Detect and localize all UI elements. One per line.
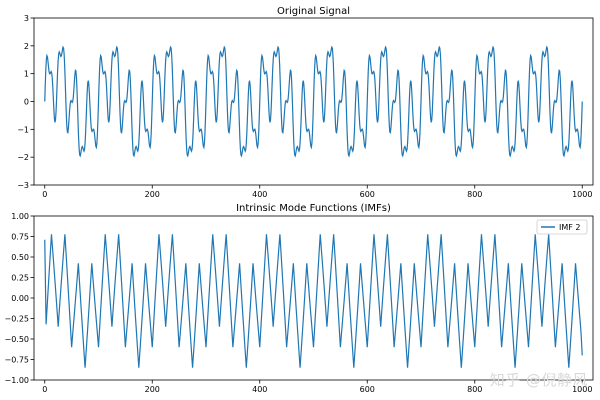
y-tick-label: 1 [24,70,29,79]
imf-2-line [44,234,583,368]
imf-axes: Intrinsic Mode Functions (IMFs) 0 200 400 6… [4,203,594,394]
y-tick-label: −3 [17,181,29,190]
legend-label: IMF 2 [559,223,581,232]
original-signal-line [44,45,583,158]
imf-title: Intrinsic Mode Functions (IMFs) [236,203,391,214]
y-tick-label: −0.75 [4,356,29,365]
y-tick-label: 1.00 [11,212,29,221]
x-tick-label: 600 [360,385,375,394]
x-tick-label: 1000 [572,190,592,199]
x-tick-label: 200 [145,385,160,394]
y-tick-label: 3 [24,14,29,23]
x-tick-label: 800 [467,190,482,199]
x-tick-label: 0 [42,190,47,199]
y-tick-label: −0.25 [4,315,29,324]
original-signal-title: Original Signal [277,6,350,17]
y-tick-label: 0 [24,98,29,107]
y-tick-label: 2 [24,42,29,51]
x-tick-label: 0 [42,385,47,394]
y-tick-label: 0.00 [11,294,29,303]
y-tick-label: −1.00 [4,376,29,385]
x-tick-label: 600 [360,190,375,199]
original-signal-axes: Original Signal 0 200 400 600 800 1000−3−2−10… [17,6,594,199]
x-tick-label: 1000 [572,385,592,394]
x-tick-label: 400 [252,385,267,394]
original-signal-ticks: 0 200 400 600 800 1000 −3 −2 −1 0 1 2 3 [17,14,592,199]
legend: IMF 2 [536,219,588,235]
watermark: 知乎 @倪静风 [489,371,588,389]
y-tick-label: −1 [17,125,29,134]
y-tick-label: 0.50 [11,253,29,262]
y-tick-label: −0.50 [4,335,29,344]
imf-ticks: 0 200 400 600 800 1000 −1.00 −0.75 −0.50 −0.25 0.0… [4,212,592,394]
y-tick-label: 0.25 [11,274,29,283]
x-tick-label: 400 [252,190,267,199]
legend-box [536,219,588,235]
x-tick-label: 800 [467,385,482,394]
y-tick-label: 0.75 [11,233,29,242]
y-tick-label: −2 [17,153,29,162]
x-tick-label: 200 [145,190,160,199]
